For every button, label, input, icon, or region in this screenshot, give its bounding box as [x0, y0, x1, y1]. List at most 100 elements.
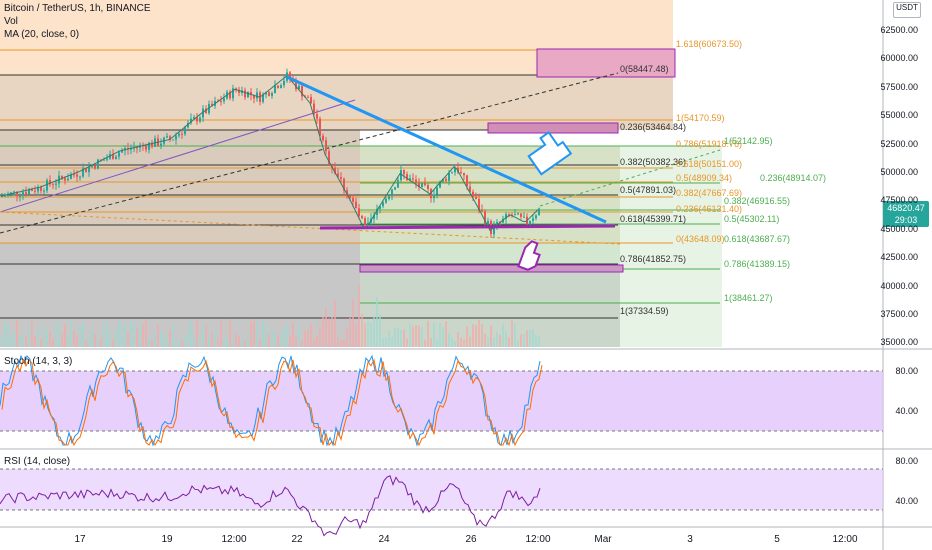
candle-body	[433, 195, 435, 199]
rsi-axis-upper: 80.00	[858, 456, 918, 466]
volume-bar	[418, 325, 420, 347]
volume-bar	[307, 330, 309, 347]
chart-title[interactable]: Bitcoin / TetherUS, 1h, BINANCE	[4, 3, 151, 14]
volume-bar	[298, 325, 300, 347]
volume-bar	[427, 321, 429, 347]
volume-bar	[265, 325, 267, 347]
volume-bar	[178, 340, 180, 347]
volume-bar	[322, 317, 324, 347]
volume-bar	[127, 332, 129, 347]
volume-bar	[277, 334, 279, 347]
volume-bar	[157, 325, 159, 347]
candle-body	[76, 175, 78, 177]
candle-body	[178, 134, 180, 136]
ma-indicator-label[interactable]: MA (20, close, 0)	[4, 29, 79, 40]
volume-bar	[532, 329, 534, 347]
volume-bar	[64, 325, 66, 347]
candle-body	[43, 191, 45, 192]
candle-body	[220, 101, 222, 102]
volume-bar	[37, 327, 39, 347]
volume-bar	[361, 314, 363, 347]
currency-selector[interactable]: USDT	[893, 2, 921, 18]
candle-body	[475, 196, 477, 199]
volume-bar	[412, 327, 414, 347]
volume-bar	[28, 324, 30, 347]
candle-body	[382, 203, 384, 207]
volume-bar	[406, 338, 408, 347]
volume-bar	[169, 330, 171, 347]
candle-body	[514, 214, 516, 215]
price-axis-label: 47500.00	[858, 195, 918, 205]
volume-bar	[106, 321, 108, 347]
fib-label: 0.236(48914.07)	[760, 173, 826, 183]
candle-body	[322, 136, 324, 140]
volume-bar	[142, 325, 144, 347]
candle-body	[388, 196, 390, 199]
candle-body	[355, 202, 357, 209]
volume-bar	[364, 323, 366, 347]
candle-body	[256, 92, 258, 98]
volume-bar	[166, 337, 168, 347]
volume-bar	[58, 327, 60, 347]
volume-bar	[346, 328, 348, 347]
volume-bar	[247, 334, 249, 347]
time-axis-label: 5	[774, 534, 780, 545]
volume-bar	[184, 336, 186, 347]
volume-bar	[31, 321, 33, 347]
volume-bar	[310, 324, 312, 347]
volume-bar	[472, 324, 474, 347]
volume-bar	[379, 315, 381, 347]
candle-body	[4, 196, 6, 197]
target-box-mid[interactable]	[488, 123, 618, 133]
volume-bar	[454, 341, 456, 347]
candle-body	[166, 136, 168, 137]
volume-bar	[25, 336, 27, 347]
stoch-label[interactable]: Stoch (14, 3, 3)	[4, 356, 72, 367]
volume-bar	[514, 323, 516, 347]
candle-body	[307, 97, 309, 98]
volume-bar	[190, 320, 192, 347]
candle-body	[22, 192, 24, 196]
target-box-low[interactable]	[360, 265, 623, 272]
candle-body	[283, 81, 285, 85]
volume-bar	[400, 330, 402, 347]
candle-body	[352, 198, 354, 202]
volume-bar	[328, 318, 330, 347]
volume-bar	[244, 341, 246, 347]
volume-bar	[43, 327, 45, 347]
price-axis-label: 62500.00	[858, 25, 918, 35]
fib-label: 0.382(46916.55)	[724, 196, 790, 206]
volume-bar	[442, 327, 444, 347]
support-line[interactable]	[320, 226, 615, 228]
candle-body	[472, 192, 474, 197]
volume-bar	[268, 334, 270, 347]
volume-bar	[148, 337, 150, 347]
vol-indicator-label[interactable]: Vol	[4, 16, 18, 27]
volume-bar	[535, 335, 537, 347]
volume-bar	[337, 338, 339, 347]
volume-bar	[100, 339, 102, 347]
volume-bar	[376, 297, 378, 347]
candle-body	[394, 188, 396, 190]
volume-bar	[511, 320, 513, 347]
volume-bar	[121, 321, 123, 347]
fib-label: 0.618(50151.00)	[676, 159, 742, 169]
volume-bar	[103, 324, 105, 347]
rsi-label[interactable]: RSI (14, close)	[4, 456, 70, 467]
candle-body	[268, 92, 270, 96]
candle-body	[340, 177, 342, 179]
fib-label: 0.618(43687.67)	[724, 234, 790, 244]
volume-bar	[274, 333, 276, 347]
volume-bar	[508, 337, 510, 347]
volume-bar	[73, 331, 75, 347]
volume-bar	[370, 323, 372, 347]
volume-bar	[415, 325, 417, 347]
candle-body	[445, 179, 447, 181]
volume-bar	[469, 337, 471, 347]
volume-bar	[199, 337, 201, 347]
volume-bar	[238, 336, 240, 347]
fib-zone-upper	[0, 75, 673, 130]
candle-body	[145, 146, 147, 150]
